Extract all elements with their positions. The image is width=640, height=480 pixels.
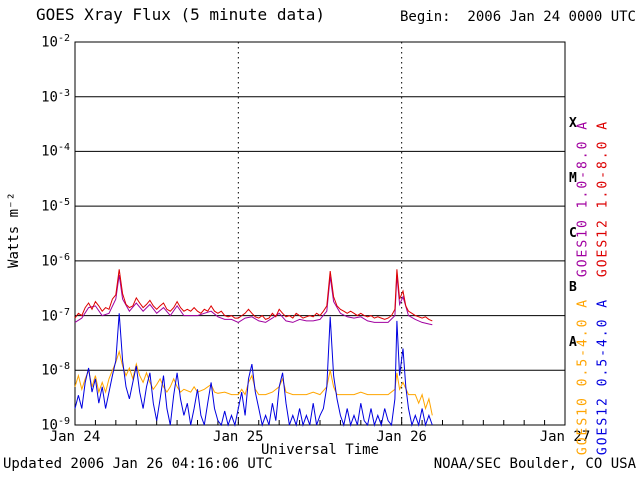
plot-frame bbox=[74, 41, 566, 426]
series-goes10-long bbox=[74, 275, 433, 326]
series-goes10-short bbox=[74, 349, 433, 416]
x-axis-label: Universal Time bbox=[260, 442, 379, 458]
begin-time-label: Begin: 2006 Jan 24 0000 UTC bbox=[399, 9, 636, 25]
updated-timestamp: Updated 2006 Jan 26 04:16:06 UTC bbox=[3, 456, 273, 472]
organization-label: NOAA/SEC Boulder, CO USA bbox=[433, 456, 636, 472]
series-goes12-long bbox=[74, 269, 433, 322]
chart-title: GOES Xray Flux (5 minute data) bbox=[36, 5, 325, 24]
y-axis-label: Watts m⁻² bbox=[6, 192, 22, 268]
series-goes12-short bbox=[74, 313, 433, 427]
